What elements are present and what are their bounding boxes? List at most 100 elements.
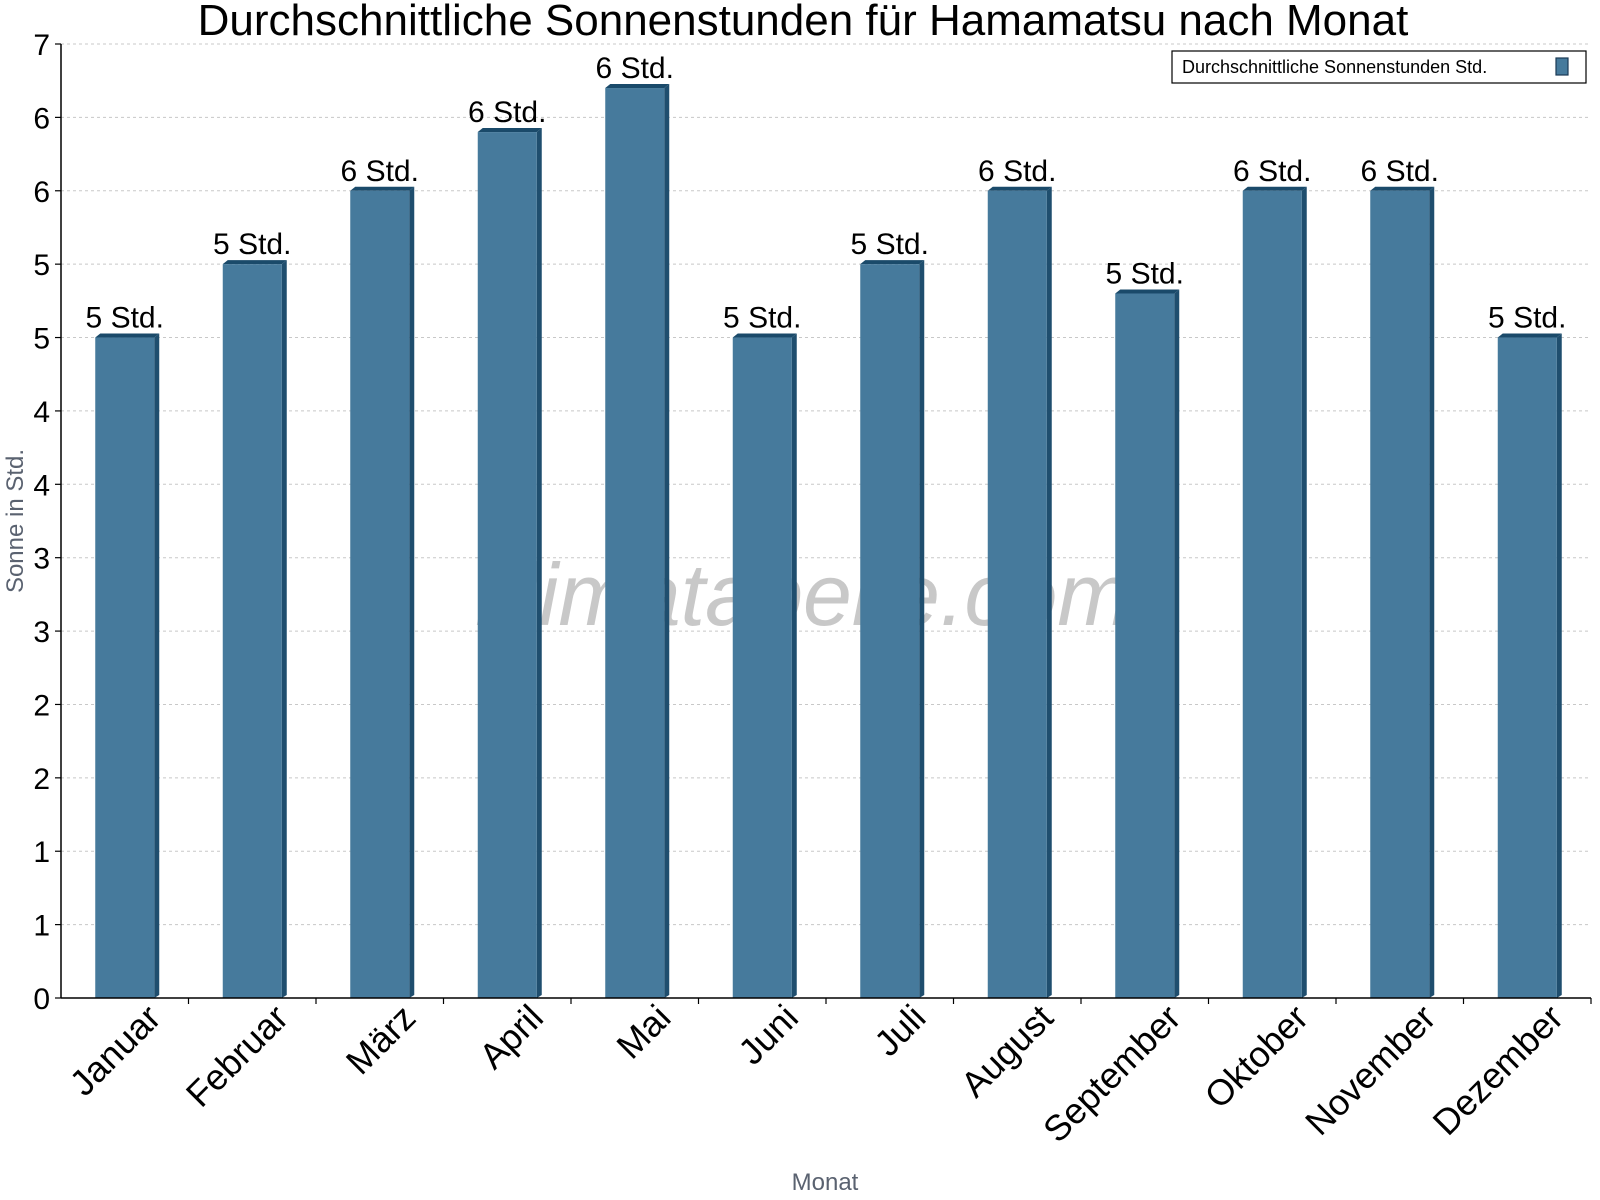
y-tick-label: 3 xyxy=(33,616,50,649)
data-label: 5 Std. xyxy=(851,228,929,261)
x-tick-label: Mai xyxy=(608,997,678,1067)
data-label: 6 Std. xyxy=(596,52,674,85)
bar-top xyxy=(1497,333,1562,338)
bar-mai xyxy=(605,84,670,999)
data-label: 6 Std. xyxy=(341,155,419,188)
bar-märz xyxy=(350,186,415,998)
bar-face xyxy=(477,132,537,999)
bar-face xyxy=(95,337,155,998)
bar-februar xyxy=(222,260,287,999)
x-axis-labels: Januar Februar März April Mai Juni Juli AugustS… xyxy=(62,997,1571,1151)
y-tick-label: 5 xyxy=(33,323,50,356)
bar-oktober xyxy=(1242,186,1307,998)
bar-side xyxy=(1174,289,1180,998)
x-tick-label: November xyxy=(1297,997,1443,1143)
bar-top xyxy=(350,186,415,191)
bar-side xyxy=(791,333,797,998)
grid-lines xyxy=(61,43,1591,926)
bar-face xyxy=(605,88,665,999)
bar-top xyxy=(222,260,287,265)
bar-juli xyxy=(860,260,925,999)
bar-top xyxy=(477,128,542,133)
x-tick-label: September xyxy=(1035,997,1189,1151)
bar-august xyxy=(987,186,1052,998)
bar-dezember xyxy=(1497,333,1562,998)
bar-face xyxy=(1115,293,1175,998)
legend-box xyxy=(1171,50,1587,84)
y-axis-ticks: 0 1 1 2 2 3 3 4 4 5 5 6 6 7 xyxy=(33,29,61,1016)
data-label: 6 Std. xyxy=(978,155,1056,188)
bar-top xyxy=(605,84,670,89)
bar-side xyxy=(409,186,415,998)
y-axis-title: Sonne in Std. xyxy=(2,449,29,593)
bar-top xyxy=(1242,186,1307,191)
x-tick-label: Juli xyxy=(866,997,933,1064)
bar-side xyxy=(1556,333,1562,998)
y-tick-label: 6 xyxy=(33,176,50,209)
x-tick-label: März xyxy=(338,997,424,1083)
bar-januar xyxy=(95,333,160,998)
bar-side xyxy=(664,84,670,999)
bars xyxy=(95,84,1562,999)
data-label: 5 Std. xyxy=(86,302,164,335)
bar-face xyxy=(860,264,920,999)
legend-label: Durchschnittliche Sonnenstunden Std. xyxy=(1182,57,1487,77)
y-tick-label: 7 xyxy=(33,29,50,62)
bar-face xyxy=(987,190,1047,998)
x-tick-label: Juni xyxy=(730,997,806,1073)
bar-side xyxy=(536,128,542,999)
bar-top xyxy=(732,333,797,338)
bar-face xyxy=(1242,190,1302,998)
bar-top xyxy=(1370,186,1435,191)
bar-april xyxy=(477,128,542,999)
bar-face xyxy=(732,337,792,998)
data-labels: 5 Std. 5 Std. 6 Std. 6 Std. 6 Std. 5 Std. 5 St… xyxy=(86,52,1567,335)
data-label: 6 Std. xyxy=(468,96,546,129)
x-tick-label: Dezember xyxy=(1424,997,1570,1143)
data-label: 5 Std. xyxy=(1488,302,1566,335)
x-axis-ticks xyxy=(187,998,1592,1004)
bar-top xyxy=(987,186,1052,191)
bar-side xyxy=(1301,186,1307,998)
bar-side xyxy=(1046,186,1052,998)
x-tick-label: Januar xyxy=(62,997,169,1104)
bar-juni xyxy=(732,333,797,998)
bar-top xyxy=(95,333,160,338)
bar-side xyxy=(154,333,160,998)
y-tick-label: 5 xyxy=(33,249,50,282)
legend-swatch xyxy=(1555,57,1569,76)
data-label: 6 Std. xyxy=(1361,155,1439,188)
bar-face xyxy=(1497,337,1557,998)
x-tick-label: Oktober xyxy=(1196,997,1316,1117)
y-tick-label: 6 xyxy=(33,102,50,135)
y-tick-label: 4 xyxy=(33,396,50,429)
data-label: 6 Std. xyxy=(1233,155,1311,188)
bar-side xyxy=(281,260,287,999)
y-tick-label: 2 xyxy=(33,763,50,796)
bar-face xyxy=(222,264,282,999)
bar-september xyxy=(1115,289,1180,998)
bar-top xyxy=(1115,289,1180,294)
data-label: 5 Std. xyxy=(213,228,291,261)
bar-face xyxy=(1370,190,1430,998)
y-tick-label: 4 xyxy=(33,469,50,502)
y-tick-label: 0 xyxy=(33,983,50,1016)
x-tick-label: August xyxy=(953,997,1061,1105)
x-axis-title: Monat xyxy=(792,1169,859,1196)
x-tick-label: Februar xyxy=(178,997,296,1115)
chart-title: Durchschnittliche Sonnenstunden für Hama… xyxy=(198,0,1409,45)
y-tick-label: 2 xyxy=(33,689,50,722)
legend: Durchschnittliche Sonnenstunden Std. xyxy=(1171,50,1587,84)
y-tick-label: 1 xyxy=(33,910,50,943)
data-label: 5 Std. xyxy=(1106,258,1184,291)
y-tick-label: 3 xyxy=(33,543,50,576)
bar-top xyxy=(860,260,925,265)
bar-side xyxy=(1429,186,1435,998)
y-tick-label: 1 xyxy=(33,836,50,869)
bar-november xyxy=(1370,186,1435,998)
x-tick-label: April xyxy=(471,997,551,1077)
bar-side xyxy=(919,260,925,999)
bar-face xyxy=(350,190,410,998)
data-label: 5 Std. xyxy=(723,302,801,335)
